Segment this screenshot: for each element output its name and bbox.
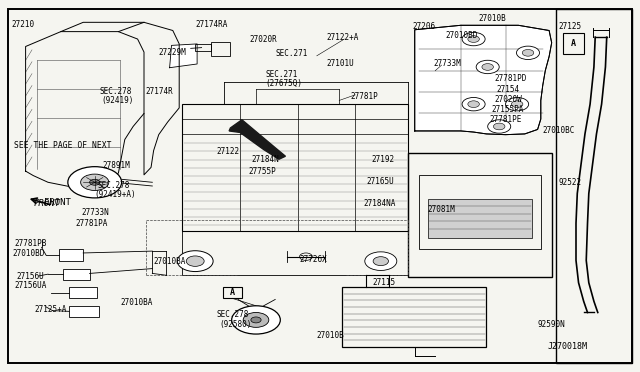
Text: 27733M: 27733M [434, 59, 461, 68]
Text: SEC.278: SEC.278 [99, 87, 132, 96]
Text: 92522: 92522 [558, 178, 581, 187]
Text: 27184N: 27184N [252, 155, 279, 164]
Text: SEC.271: SEC.271 [266, 70, 298, 79]
Bar [428, 199, 532, 238]
Text: (92419): (92419) [101, 96, 134, 105]
Text: 27781PD: 27781PD [494, 74, 527, 83]
Text: 27184NA: 27184NA [364, 199, 396, 208]
Bar [59, 249, 83, 261]
Text: 27726X: 27726X [300, 255, 327, 264]
Text: 27115: 27115 [372, 278, 396, 287]
Text: SEC.278: SEC.278 [216, 310, 249, 319]
Text: 27101U: 27101U [326, 59, 354, 68]
Text: 27733N: 27733N [82, 208, 109, 217]
Circle shape [373, 257, 388, 266]
Circle shape [522, 49, 534, 56]
Text: (92419+A): (92419+A) [95, 190, 136, 199]
Bar [556, 9, 632, 363]
Text: (92580): (92580) [219, 320, 252, 329]
Bar [69, 306, 99, 317]
Text: 27156UA: 27156UA [14, 281, 47, 290]
Circle shape [251, 317, 261, 323]
Polygon shape [229, 120, 285, 159]
Text: 27010BA: 27010BA [154, 257, 186, 266]
Circle shape [468, 36, 479, 42]
Circle shape [462, 97, 485, 111]
Text: 27781PE: 27781PE [489, 115, 522, 124]
Text: 27206: 27206 [412, 22, 435, 31]
Bar [211, 42, 230, 56]
Bar [563, 33, 584, 54]
Bar [69, 287, 97, 298]
Circle shape [511, 101, 523, 108]
Text: 27020R: 27020R [250, 35, 277, 44]
Circle shape [81, 174, 109, 190]
Text: 27229M: 27229M [159, 48, 186, 57]
Text: 27755P: 27755P [248, 167, 276, 176]
Text: 27154: 27154 [496, 85, 519, 94]
Bar [408, 153, 552, 277]
Polygon shape [415, 25, 552, 135]
Text: SEE THE PAGE OF NEXT: SEE THE PAGE OF NEXT [14, 141, 111, 150]
Text: 27781PA: 27781PA [76, 219, 108, 228]
Text: A: A [571, 39, 576, 48]
Text: 27020W: 27020W [494, 95, 522, 104]
Polygon shape [170, 44, 197, 68]
Text: 27192: 27192 [371, 155, 394, 164]
Bar [419, 175, 541, 249]
Text: 27122: 27122 [216, 147, 239, 156]
Text: 27081M: 27081M [428, 205, 455, 214]
Text: 27010B: 27010B [479, 14, 506, 23]
Text: 27125: 27125 [558, 22, 581, 31]
Text: SEC.271: SEC.271 [275, 49, 308, 58]
Text: J270018M: J270018M [547, 342, 588, 351]
Circle shape [488, 120, 511, 133]
Circle shape [516, 46, 540, 60]
Text: 27125+A: 27125+A [35, 305, 67, 314]
Text: 27174R: 27174R [146, 87, 173, 96]
Bar [342, 287, 486, 347]
Text: 27010BC: 27010BC [543, 126, 575, 135]
Circle shape [186, 256, 204, 266]
Text: 27156U: 27156U [17, 272, 44, 280]
Text: 27010BD: 27010BD [445, 31, 478, 40]
Circle shape [177, 251, 213, 272]
Circle shape [462, 32, 485, 46]
Circle shape [482, 64, 493, 70]
Text: 92590N: 92590N [538, 320, 565, 329]
Bar [223, 287, 242, 298]
Text: 27010B: 27010B [316, 331, 344, 340]
Circle shape [468, 101, 479, 108]
Circle shape [68, 167, 122, 198]
Bar [63, 269, 90, 280]
Text: FRONT: FRONT [44, 198, 70, 207]
Circle shape [365, 252, 397, 270]
Text: 27165U: 27165U [366, 177, 394, 186]
Text: 27781PB: 27781PB [14, 239, 47, 248]
Text: 27122+A: 27122+A [326, 33, 359, 42]
Circle shape [493, 123, 505, 130]
Text: 27781P: 27781P [351, 92, 378, 101]
Circle shape [243, 312, 269, 327]
Text: 27891M: 27891M [102, 161, 130, 170]
Circle shape [506, 97, 529, 111]
Text: (27675Q): (27675Q) [266, 79, 303, 88]
Bar [182, 231, 408, 275]
Text: 27010BD: 27010BD [13, 249, 45, 258]
Text: 27174RA: 27174RA [195, 20, 228, 29]
Text: 27010BA: 27010BA [120, 298, 153, 307]
Text: 27155PA: 27155PA [492, 105, 524, 114]
Circle shape [232, 306, 280, 334]
Text: A: A [230, 288, 235, 297]
Circle shape [476, 60, 499, 74]
Circle shape [90, 179, 100, 185]
Text: FRONT: FRONT [33, 199, 60, 208]
Text: 27210: 27210 [12, 20, 35, 29]
Bar [195, 44, 211, 51]
Bar [182, 104, 408, 231]
Text: SEC.278: SEC.278 [97, 181, 130, 190]
